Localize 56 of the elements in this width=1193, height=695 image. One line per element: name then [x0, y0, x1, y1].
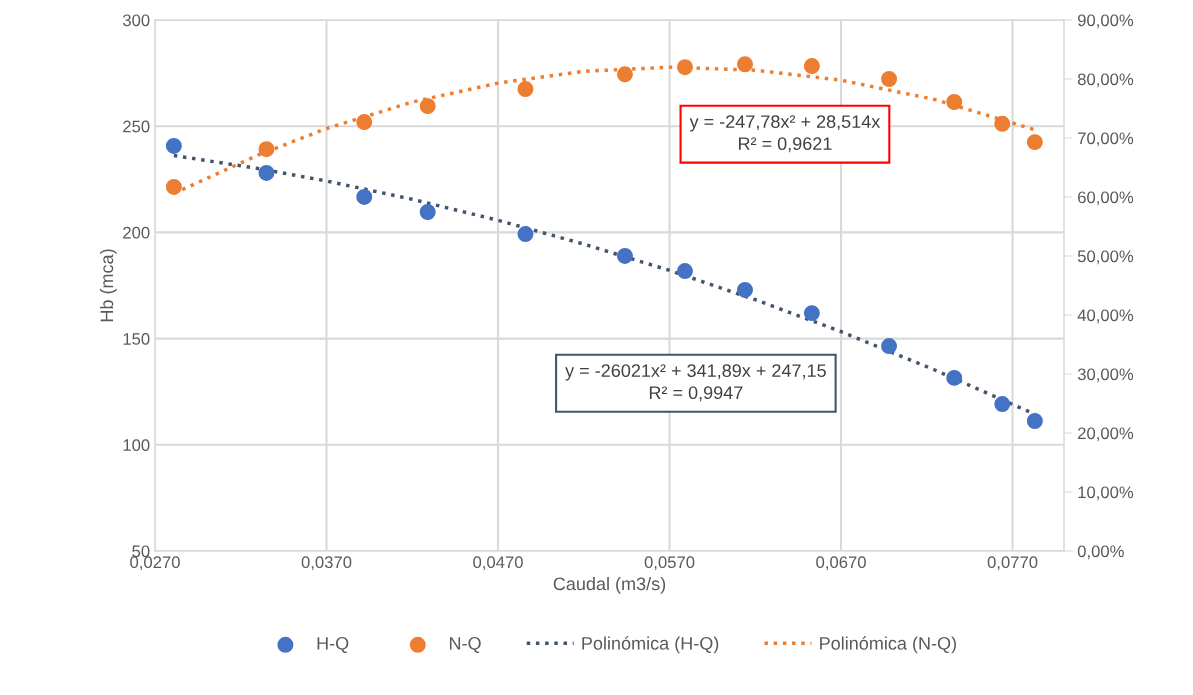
- point: [616, 66, 633, 83]
- y-tick-label: 150: [123, 333, 150, 345]
- y2-tick-label: 50,00%: [1077, 250, 1134, 265]
- y2-tick-label: 80,00%: [1077, 73, 1134, 88]
- point: [994, 396, 1011, 412]
- point: [946, 369, 963, 386]
- x-tick-label: 0,0270: [130, 556, 180, 571]
- point: [258, 141, 275, 158]
- point: [356, 188, 373, 205]
- legend-label: Polinómica (N-Q): [820, 636, 956, 654]
- point: [994, 115, 1011, 132]
- point: [356, 114, 373, 131]
- y-tick-label: 250: [123, 120, 150, 133]
- point: [517, 226, 534, 243]
- y-tick-label: 50: [132, 545, 150, 558]
- point: [165, 178, 182, 195]
- point: [165, 137, 182, 154]
- x-axis-title: Caudal (m3/s): [553, 576, 666, 594]
- point: [1026, 413, 1043, 429]
- x-tick-label: 0,0670: [816, 556, 866, 571]
- point: [517, 81, 534, 98]
- y2-tick-label: 40,00%: [1077, 309, 1134, 324]
- y2-tick-label: 20,00%: [1078, 427, 1134, 442]
- annotation: y = -247,78x² + 28,514x R² = 0,9621: [689, 115, 881, 153]
- point: [676, 59, 693, 76]
- y2-tick-label: 0,00%: [1077, 545, 1124, 560]
- point: [946, 94, 963, 110]
- y2-tick-label: 70,00%: [1078, 132, 1134, 147]
- annotation: y = -26021x² + 341,89x + 247,15 R² = 0,9947: [565, 364, 826, 402]
- point: [881, 71, 898, 87]
- point: [676, 263, 693, 280]
- point: [1026, 134, 1043, 151]
- legend-label: Polinómica (H-Q): [582, 636, 719, 654]
- point: [616, 247, 633, 264]
- x-tick-label: 0,0570: [644, 556, 695, 571]
- point: [881, 338, 898, 355]
- x-tick-label: 0,0470: [473, 556, 523, 571]
- point: [737, 56, 753, 73]
- point: [258, 164, 275, 181]
- y2-tick-label: 60,00%: [1078, 191, 1134, 206]
- point: [803, 305, 820, 322]
- point: [419, 98, 436, 115]
- y2-tick-label: 90,00%: [1077, 14, 1134, 29]
- legend-label: H-Q: [317, 636, 349, 653]
- point: [803, 58, 820, 74]
- point: [737, 281, 753, 298]
- x-tick-label: 0,0370: [301, 556, 352, 571]
- point: [419, 204, 436, 220]
- y-tick-label: 100: [123, 439, 150, 451]
- y-tick-label: 200: [123, 226, 150, 239]
- legend-label: N-Q: [449, 636, 481, 653]
- y2-tick-label: 30,00%: [1077, 368, 1134, 383]
- y2-tick-label: 10,00%: [1078, 486, 1134, 501]
- y-tick-label: 300: [122, 14, 150, 27]
- x-tick-label: 0,0770: [987, 556, 1038, 571]
- y-axis-title: Hb (mca): [99, 249, 117, 322]
